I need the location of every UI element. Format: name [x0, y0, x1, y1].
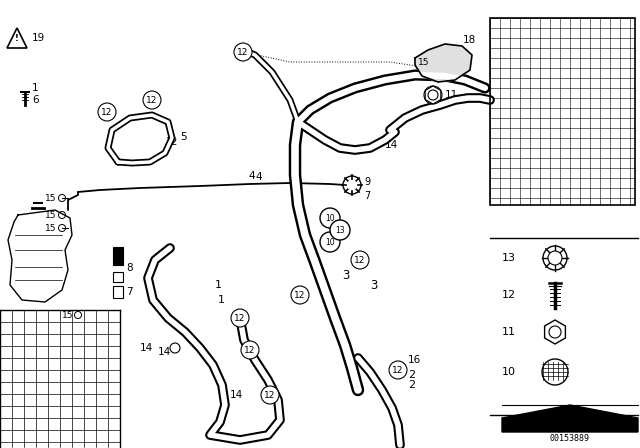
Text: 4: 4: [248, 171, 255, 181]
Text: 12: 12: [166, 137, 178, 147]
Text: 12: 12: [237, 47, 249, 56]
Text: 12: 12: [244, 345, 256, 354]
Circle shape: [351, 251, 369, 269]
Bar: [490, 18, 635, 205]
Circle shape: [261, 386, 279, 404]
Text: 5: 5: [180, 132, 187, 142]
Text: 15: 15: [62, 310, 74, 319]
Text: 1: 1: [218, 295, 225, 305]
Text: 12: 12: [147, 95, 157, 104]
Text: 2: 2: [408, 380, 415, 390]
Text: 16: 16: [408, 355, 421, 365]
Text: 00153889: 00153889: [550, 434, 590, 443]
Text: 19: 19: [32, 33, 45, 43]
Bar: [113, 286, 123, 298]
Circle shape: [234, 43, 252, 61]
Circle shape: [343, 176, 361, 194]
Circle shape: [549, 326, 561, 338]
Circle shape: [143, 91, 161, 109]
Text: 13: 13: [335, 225, 345, 234]
Text: 14: 14: [140, 343, 153, 353]
Circle shape: [330, 220, 350, 240]
Text: 12: 12: [355, 255, 365, 264]
Circle shape: [241, 341, 259, 359]
Text: 11: 11: [445, 90, 458, 100]
Text: 12: 12: [101, 108, 113, 116]
Circle shape: [170, 343, 180, 353]
Text: 12: 12: [502, 290, 516, 300]
Circle shape: [320, 208, 340, 228]
Text: 1: 1: [32, 83, 38, 93]
Text: 15: 15: [45, 224, 56, 233]
Text: 12: 12: [392, 366, 404, 375]
Circle shape: [98, 103, 116, 121]
Text: 10: 10: [325, 237, 335, 246]
Text: 12: 12: [234, 314, 246, 323]
Circle shape: [291, 286, 309, 304]
Text: 10: 10: [325, 214, 335, 223]
Text: 6: 6: [32, 95, 38, 105]
Text: 13: 13: [502, 253, 516, 263]
Polygon shape: [502, 405, 638, 432]
Circle shape: [548, 251, 562, 265]
Text: 18: 18: [463, 35, 476, 45]
Text: 8: 8: [126, 263, 132, 273]
Circle shape: [543, 246, 567, 270]
Circle shape: [389, 361, 407, 379]
Text: 12: 12: [264, 391, 276, 400]
Circle shape: [542, 359, 568, 385]
Polygon shape: [8, 210, 72, 302]
Text: 10: 10: [502, 367, 516, 377]
Polygon shape: [415, 44, 472, 82]
Polygon shape: [545, 320, 565, 344]
Text: 2: 2: [408, 370, 415, 380]
Circle shape: [424, 86, 442, 104]
Text: 9: 9: [364, 177, 370, 187]
Bar: [113, 247, 123, 265]
Text: 15: 15: [45, 194, 56, 202]
Text: 12: 12: [294, 290, 306, 300]
Text: 14: 14: [158, 347, 172, 357]
Bar: [113, 272, 123, 282]
Text: 4: 4: [255, 172, 262, 182]
Circle shape: [231, 309, 249, 327]
Text: !: !: [15, 34, 19, 43]
Circle shape: [428, 90, 438, 100]
Text: 7: 7: [364, 191, 371, 201]
Text: 15: 15: [45, 211, 56, 220]
Text: 1: 1: [215, 280, 222, 290]
Text: 14: 14: [230, 390, 243, 400]
Text: 3: 3: [342, 268, 349, 281]
Text: 11: 11: [502, 327, 516, 337]
Text: 7: 7: [126, 287, 132, 297]
Text: 3: 3: [370, 279, 378, 292]
Text: 15: 15: [418, 57, 429, 66]
Text: 14: 14: [385, 140, 398, 150]
Circle shape: [320, 232, 340, 252]
